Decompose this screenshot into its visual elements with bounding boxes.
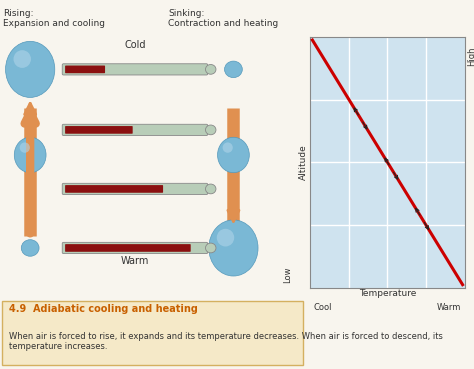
Ellipse shape bbox=[6, 41, 55, 97]
Text: Low: Low bbox=[283, 266, 292, 283]
Ellipse shape bbox=[223, 142, 233, 153]
Text: Sinking:
Contraction and heating: Sinking: Contraction and heating bbox=[168, 9, 279, 28]
FancyBboxPatch shape bbox=[62, 183, 208, 194]
Y-axis label: Altitude: Altitude bbox=[299, 145, 308, 180]
FancyBboxPatch shape bbox=[65, 185, 163, 193]
Ellipse shape bbox=[209, 220, 258, 276]
FancyBboxPatch shape bbox=[65, 126, 133, 134]
FancyBboxPatch shape bbox=[65, 66, 105, 73]
Text: High: High bbox=[467, 47, 474, 66]
FancyBboxPatch shape bbox=[62, 124, 208, 135]
Ellipse shape bbox=[218, 137, 249, 173]
Text: Warm: Warm bbox=[121, 256, 149, 266]
Text: Warm: Warm bbox=[437, 303, 461, 312]
X-axis label: Temperature: Temperature bbox=[359, 289, 416, 298]
Text: Rising:
Expansion and cooling: Rising: Expansion and cooling bbox=[3, 9, 105, 28]
Text: 4.9  Adiabatic cooling and heating: 4.9 Adiabatic cooling and heating bbox=[9, 304, 197, 314]
Ellipse shape bbox=[20, 142, 30, 153]
Ellipse shape bbox=[13, 50, 31, 68]
Circle shape bbox=[205, 184, 216, 194]
FancyBboxPatch shape bbox=[2, 301, 303, 365]
Text: When air is forced to rise, it expands and its temperature decreases. When air i: When air is forced to rise, it expands a… bbox=[9, 332, 442, 351]
Circle shape bbox=[225, 61, 242, 77]
Circle shape bbox=[21, 240, 39, 256]
Circle shape bbox=[205, 65, 216, 74]
Text: Cool: Cool bbox=[314, 303, 332, 312]
Circle shape bbox=[205, 243, 216, 253]
Circle shape bbox=[205, 125, 216, 135]
Text: Cold: Cold bbox=[124, 40, 146, 50]
FancyBboxPatch shape bbox=[62, 64, 208, 75]
Ellipse shape bbox=[217, 229, 234, 246]
FancyBboxPatch shape bbox=[65, 244, 191, 252]
FancyBboxPatch shape bbox=[62, 242, 208, 254]
Ellipse shape bbox=[14, 137, 46, 173]
